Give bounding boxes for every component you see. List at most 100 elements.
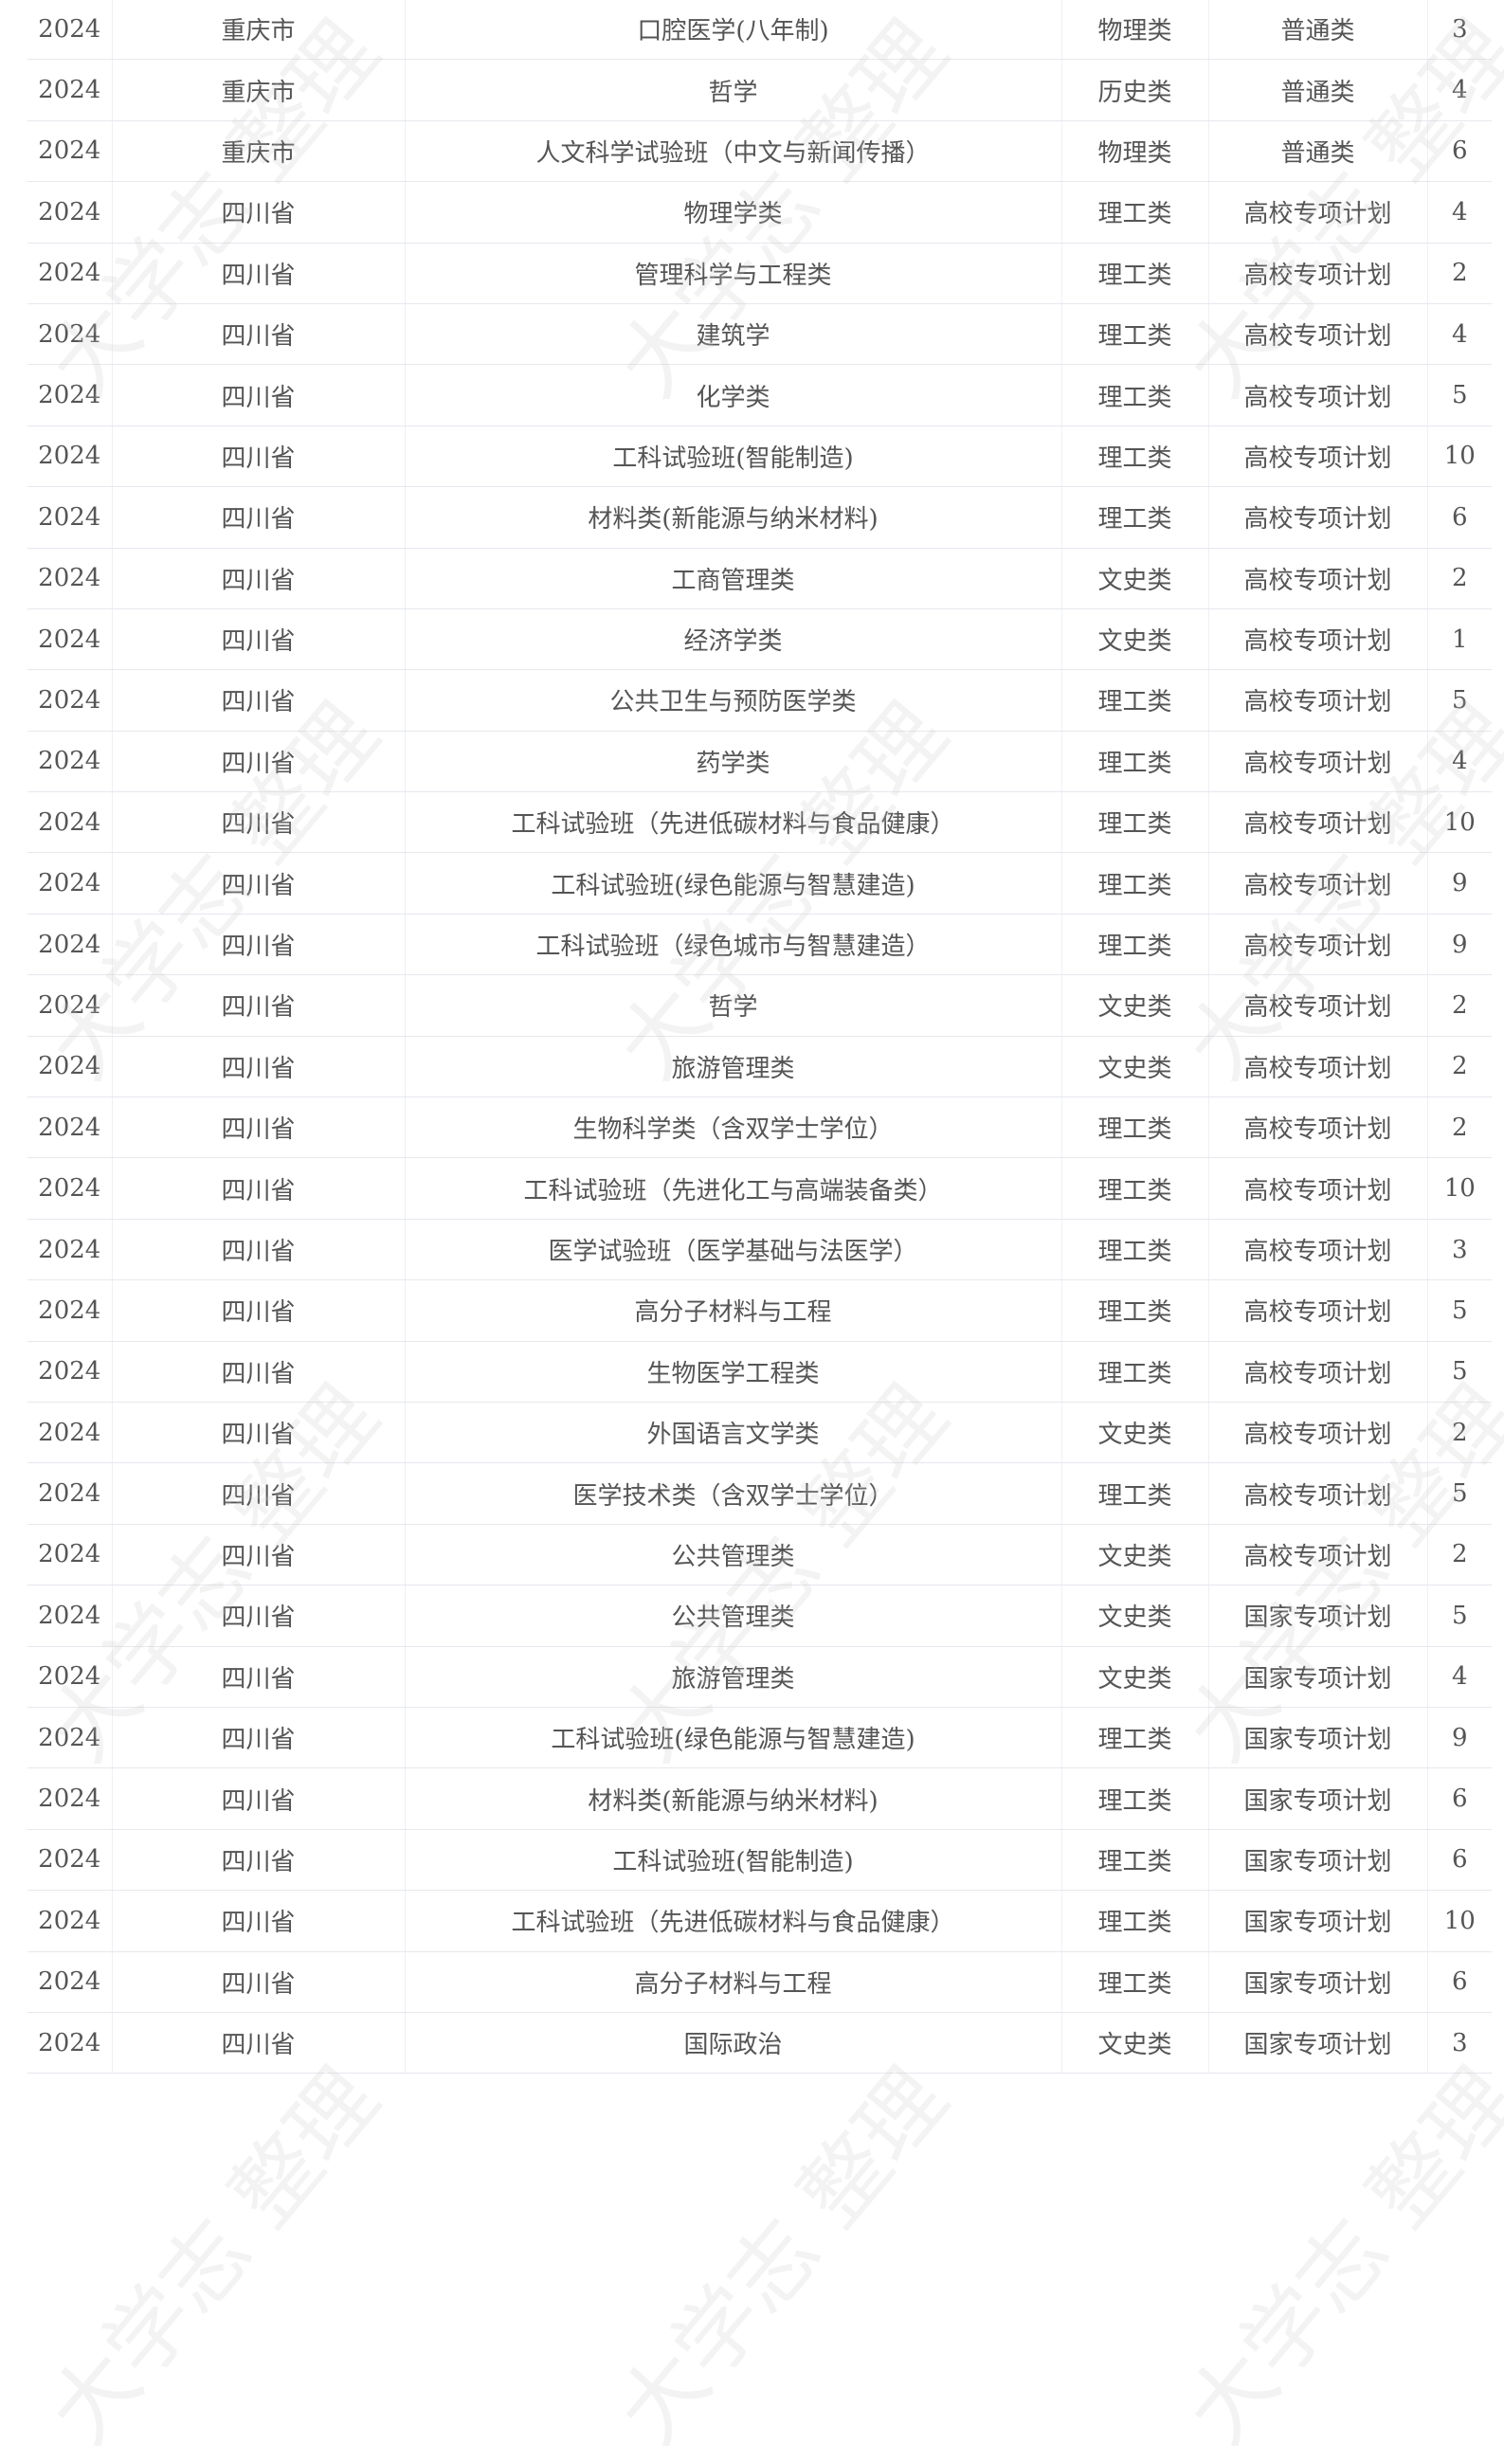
- cell-plan-type: 普通类: [1207, 0, 1427, 61]
- cell-province: 四川省: [111, 1707, 405, 1769]
- table-row: 2024 四川省 工科试验班（先进低碳材料与食品健康） 理工类 国家专项计划 10: [27, 1890, 1492, 1952]
- cell-plan-type: 普通类: [1207, 59, 1427, 121]
- cell-plan-type: 国家专项计划: [1207, 1829, 1427, 1892]
- cell-subject-type: 理工类: [1060, 1829, 1208, 1892]
- table-row: 2024 重庆市 人文科学试验班（中文与新闻传播） 物理类 普通类 6: [27, 120, 1492, 183]
- cell-plan-type: 高校专项计划: [1207, 548, 1427, 609]
- cell-major: 哲学: [404, 974, 1061, 1037]
- table-row: 2024 四川省 外国语言文学类 文史类 高校专项计划 2: [27, 1402, 1492, 1464]
- cell-plan-type: 国家专项计划: [1207, 1646, 1427, 1708]
- cell-plan-type: 国家专项计划: [1207, 1707, 1427, 1769]
- table-row: 2024 四川省 工科试验班(绿色能源与智慧建造) 理工类 高校专项计划 9: [27, 852, 1492, 915]
- cell-province: 四川省: [111, 791, 405, 854]
- cell-quota: 5: [1426, 364, 1492, 426]
- table-row: 2024 四川省 经济学类 文史类 高校专项计划 1: [27, 608, 1492, 671]
- cell-province: 四川省: [111, 914, 405, 976]
- cell-province: 四川省: [111, 2012, 405, 2074]
- cell-year: 2024: [27, 1157, 112, 1220]
- cell-subject-type: 物理类: [1060, 120, 1208, 183]
- watermark: 大学志 整理: [598, 2050, 967, 2462]
- cell-province: 四川省: [111, 608, 405, 671]
- cell-plan-type: 高校专项计划: [1207, 608, 1427, 671]
- cell-major: 工科试验班（先进低碳材料与食品健康）: [404, 791, 1061, 854]
- cell-year: 2024: [27, 1096, 112, 1159]
- cell-major: 外国语言文学类: [404, 1402, 1061, 1464]
- table-row: 2024 重庆市 哲学 历史类 普通类 4: [27, 59, 1492, 121]
- cell-plan-type: 高校专项计划: [1207, 364, 1427, 426]
- cell-year: 2024: [27, 1767, 112, 1830]
- cell-major: 旅游管理类: [404, 1036, 1061, 1098]
- cell-year: 2024: [27, 364, 112, 426]
- cell-plan-type: 高校专项计划: [1207, 303, 1427, 366]
- cell-plan-type: 高校专项计划: [1207, 1219, 1427, 1281]
- cell-plan-type: 国家专项计划: [1207, 1767, 1427, 1830]
- cell-province: 四川省: [111, 1219, 405, 1281]
- cell-year: 2024: [27, 1036, 112, 1098]
- cell-major: 化学类: [404, 364, 1061, 426]
- cell-province: 四川省: [111, 181, 405, 244]
- cell-major: 材料类(新能源与纳米材料): [404, 486, 1061, 549]
- table-row: 2024 四川省 高分子材料与工程 理工类 国家专项计划 6: [27, 1951, 1492, 2013]
- cell-plan-type: 高校专项计划: [1207, 1279, 1427, 1342]
- cell-year: 2024: [27, 1829, 112, 1892]
- cell-plan-type: 高校专项计划: [1207, 1157, 1427, 1220]
- cell-major: 医学技术类（含双学士学位）: [404, 1462, 1061, 1525]
- cell-quota: 6: [1426, 1767, 1492, 1830]
- cell-province: 四川省: [111, 1036, 405, 1098]
- cell-subject-type: 文史类: [1060, 1036, 1208, 1098]
- cell-subject-type: 文史类: [1060, 548, 1208, 609]
- cell-major: 工科试验班（先进低碳材料与食品健康）: [404, 1890, 1061, 1952]
- table-row: 2024 四川省 工科试验班（绿色城市与智慧建造） 理工类 高校专项计划 9: [27, 914, 1492, 976]
- cell-year: 2024: [27, 0, 112, 61]
- cell-quota: 2: [1426, 974, 1492, 1037]
- cell-plan-type: 高校专项计划: [1207, 243, 1427, 304]
- cell-province: 四川省: [111, 1767, 405, 1830]
- cell-year: 2024: [27, 974, 112, 1037]
- cell-province: 四川省: [111, 1646, 405, 1708]
- cell-plan-type: 高校专项计划: [1207, 791, 1427, 854]
- table-row: 2024 四川省 药学类 理工类 高校专项计划 4: [27, 731, 1492, 793]
- cell-plan-type: 高校专项计划: [1207, 1402, 1427, 1464]
- cell-subject-type: 理工类: [1060, 1157, 1208, 1220]
- table-row: 2024 四川省 物理学类 理工类 高校专项计划 4: [27, 181, 1492, 244]
- cell-province: 四川省: [111, 1341, 405, 1403]
- cell-province: 四川省: [111, 1951, 405, 2013]
- cell-major: 管理科学与工程类: [404, 243, 1061, 304]
- cell-subject-type: 理工类: [1060, 1219, 1208, 1281]
- cell-subject-type: 理工类: [1060, 426, 1208, 488]
- table-row: 2024 四川省 管理科学与工程类 理工类 高校专项计划 2: [27, 243, 1492, 304]
- cell-year: 2024: [27, 1951, 112, 2013]
- table-row: 2024 四川省 材料类(新能源与纳米材料) 理工类 国家专项计划 6: [27, 1767, 1492, 1830]
- cell-province: 四川省: [111, 548, 405, 609]
- cell-year: 2024: [27, 1646, 112, 1708]
- cell-quota: 4: [1426, 303, 1492, 366]
- cell-quota: 4: [1426, 181, 1492, 244]
- cell-province: 四川省: [111, 1585, 405, 1647]
- cell-province: 四川省: [111, 1157, 405, 1220]
- cell-plan-type: 高校专项计划: [1207, 1462, 1427, 1525]
- cell-subject-type: 理工类: [1060, 486, 1208, 549]
- cell-major: 工科试验班(智能制造): [404, 426, 1061, 488]
- cell-subject-type: 文史类: [1060, 1585, 1208, 1647]
- cell-province: 四川省: [111, 1890, 405, 1952]
- table-row: 2024 四川省 建筑学 理工类 高校专项计划 4: [27, 303, 1492, 366]
- table-row: 2024 四川省 工科试验班（先进化工与高端装备类） 理工类 高校专项计划 10: [27, 1157, 1492, 1220]
- table-row: 2024 四川省 高分子材料与工程 理工类 高校专项计划 5: [27, 1279, 1492, 1342]
- cell-subject-type: 文史类: [1060, 1524, 1208, 1586]
- cell-major: 公共管理类: [404, 1524, 1061, 1586]
- cell-quota: 2: [1426, 243, 1492, 304]
- cell-major: 工科试验班（先进化工与高端装备类）: [404, 1157, 1061, 1220]
- cell-subject-type: 历史类: [1060, 59, 1208, 121]
- cell-quota: 6: [1426, 1951, 1492, 2013]
- cell-plan-type: 国家专项计划: [1207, 1951, 1427, 2013]
- cell-quota: 4: [1426, 1646, 1492, 1708]
- cell-quota: 4: [1426, 731, 1492, 793]
- cell-year: 2024: [27, 1707, 112, 1769]
- cell-subject-type: 理工类: [1060, 1767, 1208, 1830]
- cell-year: 2024: [27, 1219, 112, 1281]
- cell-subject-type: 理工类: [1060, 731, 1208, 793]
- cell-subject-type: 理工类: [1060, 303, 1208, 366]
- cell-province: 四川省: [111, 1279, 405, 1342]
- cell-year: 2024: [27, 791, 112, 854]
- watermark: 大学志 整理: [1167, 2050, 1504, 2462]
